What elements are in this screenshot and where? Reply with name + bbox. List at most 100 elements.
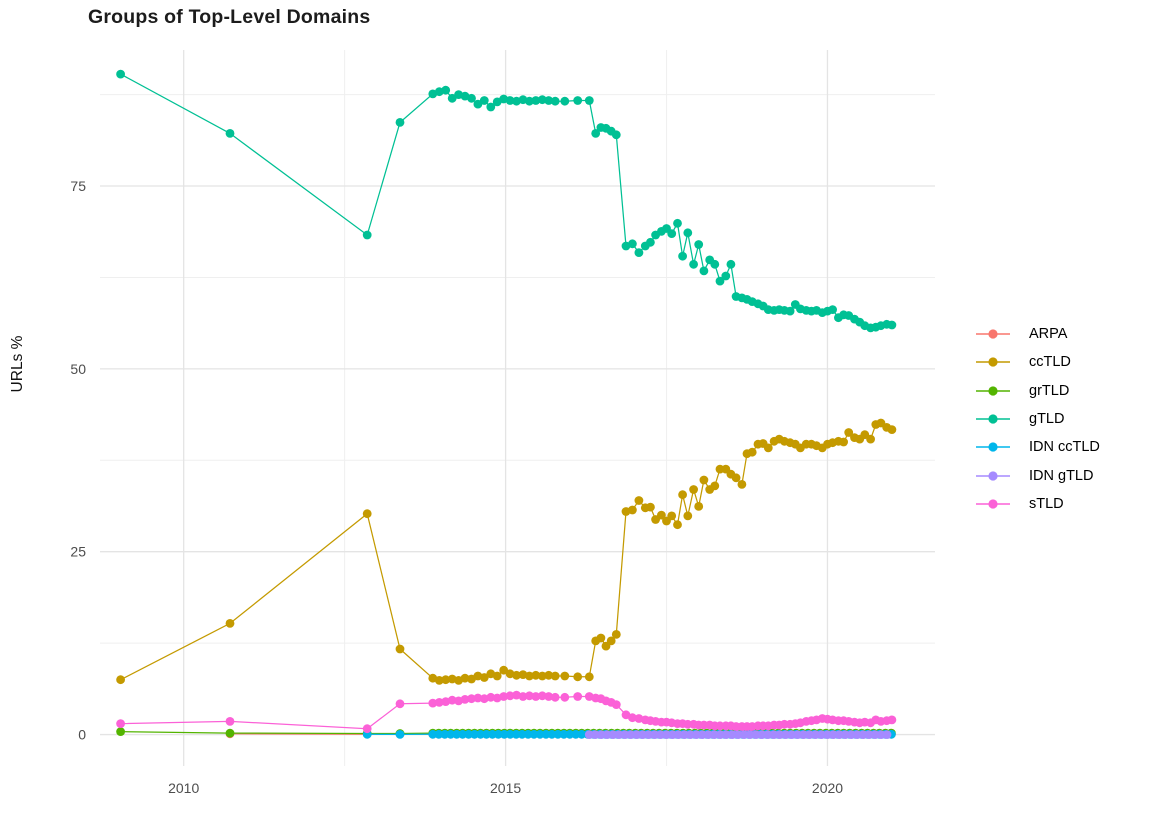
data-point bbox=[785, 306, 795, 316]
data-point bbox=[499, 692, 509, 701]
data-point bbox=[486, 692, 496, 702]
data-point bbox=[505, 96, 515, 105]
data-point bbox=[678, 251, 687, 261]
data-point bbox=[573, 692, 583, 701]
data-point bbox=[395, 644, 405, 654]
data-point bbox=[591, 129, 601, 138]
data-point bbox=[828, 305, 837, 314]
legend-key-icon bbox=[976, 442, 1010, 452]
data-point bbox=[362, 230, 372, 240]
data-point bbox=[689, 485, 698, 494]
data-point bbox=[116, 69, 125, 79]
data-point bbox=[628, 505, 637, 515]
series-idn-gtld bbox=[584, 730, 892, 739]
y-axis-tick-label: 50 bbox=[70, 361, 86, 377]
data-point bbox=[699, 266, 709, 276]
data-point bbox=[657, 510, 666, 520]
legend-label: IDN gTLD bbox=[1029, 467, 1094, 484]
data-point bbox=[646, 502, 655, 512]
data-point bbox=[611, 130, 621, 140]
data-point bbox=[537, 691, 547, 701]
legend-item-cctld: ccTLD bbox=[975, 348, 1100, 376]
data-point bbox=[505, 691, 515, 701]
data-point bbox=[584, 672, 594, 682]
x-axis-tick-label: 2015 bbox=[490, 780, 521, 796]
data-point bbox=[673, 520, 682, 530]
data-point bbox=[428, 698, 438, 708]
data-point bbox=[560, 671, 570, 681]
data-point bbox=[887, 715, 897, 725]
y-axis-tick-label: 75 bbox=[70, 178, 86, 194]
data-point bbox=[479, 96, 489, 105]
legend-key-icon bbox=[976, 499, 1010, 509]
data-point bbox=[525, 691, 534, 701]
data-point bbox=[531, 96, 541, 105]
data-point bbox=[447, 93, 457, 103]
series-line-gtld bbox=[120, 73, 892, 329]
y-axis-tick-label: 25 bbox=[70, 544, 86, 560]
data-point bbox=[844, 428, 854, 437]
data-point bbox=[634, 496, 644, 505]
data-point bbox=[395, 730, 405, 739]
data-point bbox=[606, 636, 616, 646]
data-point bbox=[486, 102, 496, 112]
legend-label: grTLD bbox=[1029, 382, 1070, 399]
data-point bbox=[887, 320, 897, 330]
data-point bbox=[499, 665, 509, 675]
data-point bbox=[116, 727, 125, 736]
data-point bbox=[611, 630, 621, 639]
data-point bbox=[116, 719, 125, 728]
data-point bbox=[726, 259, 736, 269]
data-point bbox=[467, 93, 476, 103]
legend-item-idn-gtld: IDN gTLD bbox=[975, 461, 1100, 489]
data-point bbox=[537, 95, 547, 105]
data-point bbox=[441, 85, 451, 95]
legend-key-icon bbox=[976, 386, 1010, 396]
data-point bbox=[560, 692, 570, 702]
data-point bbox=[737, 480, 747, 489]
data-point bbox=[866, 434, 875, 444]
data-point bbox=[882, 730, 892, 739]
data-point bbox=[544, 670, 554, 680]
data-point bbox=[694, 502, 704, 511]
legend-label: IDN ccTLD bbox=[1029, 439, 1100, 456]
data-point bbox=[362, 724, 372, 734]
data-point bbox=[395, 699, 405, 709]
data-point bbox=[887, 425, 897, 434]
legend-item-grtld: grTLD bbox=[975, 377, 1100, 405]
legend-key-icon bbox=[976, 329, 1010, 339]
data-point bbox=[710, 259, 720, 269]
data-point bbox=[544, 692, 554, 701]
legend-item-stld: sTLD bbox=[975, 490, 1100, 518]
x-axis-tick-label: 2020 bbox=[812, 780, 843, 796]
data-point bbox=[434, 698, 444, 707]
data-point bbox=[460, 673, 470, 683]
data-point bbox=[460, 695, 470, 704]
data-point bbox=[715, 276, 725, 286]
data-point bbox=[225, 717, 235, 726]
data-point bbox=[525, 671, 534, 681]
legend-label: ARPA bbox=[1029, 326, 1068, 343]
data-point bbox=[678, 490, 687, 500]
data-point bbox=[434, 676, 444, 685]
data-point bbox=[362, 509, 372, 519]
series-stld bbox=[116, 690, 897, 734]
data-point bbox=[611, 700, 621, 709]
data-point bbox=[518, 692, 528, 701]
legend-label: sTLD bbox=[1029, 495, 1064, 512]
data-point bbox=[683, 228, 693, 238]
data-point bbox=[550, 671, 560, 681]
data-point bbox=[667, 511, 677, 521]
data-point bbox=[512, 670, 521, 680]
data-point bbox=[667, 229, 677, 239]
y-axis-tick-label: 0 bbox=[78, 727, 86, 743]
data-point bbox=[473, 99, 483, 109]
data-point bbox=[694, 240, 704, 249]
data-point bbox=[225, 728, 235, 738]
data-point bbox=[531, 670, 541, 680]
legend-item-gtld: gTLD bbox=[975, 405, 1100, 433]
data-point bbox=[596, 633, 606, 643]
data-point bbox=[689, 259, 698, 269]
data-point bbox=[447, 695, 457, 705]
